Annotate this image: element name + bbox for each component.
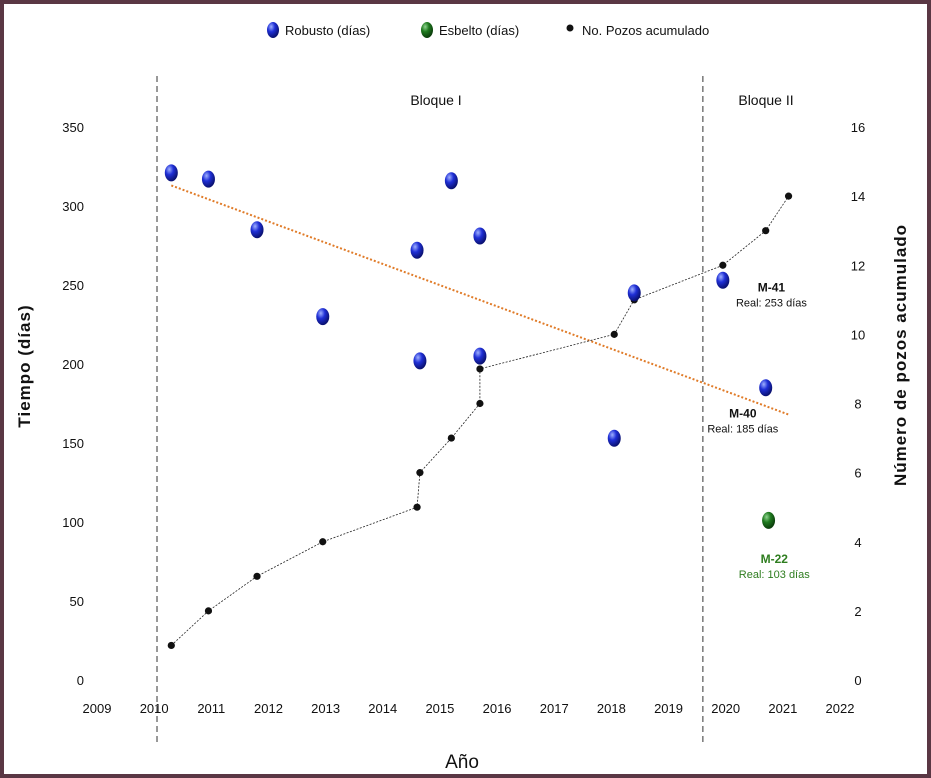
annotation-sub: Real: 185 días (707, 424, 778, 436)
y-right-tick-label: 2 (854, 604, 861, 619)
block-dividers: Bloque I Bloque II (156, 76, 794, 744)
pozos-point (784, 192, 793, 200)
y-right-tick-label: 6 (854, 466, 861, 481)
y-right-tick-label: 14 (851, 189, 865, 204)
robusto-series (164, 164, 773, 447)
robusto-point (250, 221, 264, 239)
legend-marker (421, 22, 433, 38)
annotation-title: M-40 (729, 407, 757, 421)
annotation-sub: Real: 253 días (736, 297, 807, 309)
y-right-tick-label: 8 (854, 397, 861, 412)
y-right-tick-label: 10 (851, 327, 865, 342)
x-tick-label: 2013 (311, 701, 340, 716)
robusto-point (444, 172, 458, 190)
x-tick-label: 2022 (826, 701, 855, 716)
legend-marker (566, 24, 574, 32)
trendline (170, 184, 789, 416)
robusto-point (410, 241, 424, 259)
x-tick-label: 2014 (368, 701, 397, 716)
pozos-point (204, 607, 213, 615)
annotations-group: M-41 Real: 253 días M-40 Real: 185 días M-22… (707, 280, 810, 581)
robusto-point (607, 429, 621, 447)
robusto-point (759, 379, 773, 397)
esbelto-series (762, 511, 776, 529)
x-tick-label: 2016 (483, 701, 512, 716)
pozos-point (319, 538, 327, 546)
robusto-point (201, 170, 215, 188)
pozos-point (476, 399, 484, 408)
y-left-tick-label: 0 (77, 673, 84, 688)
x-tick-label: 2017 (540, 701, 569, 716)
x-tick-label: 2018 (597, 701, 626, 716)
chart-svg: Bloque I Bloque II 2009 2010 2011 2012 2013 20… (15, 22, 910, 773)
x-tick-label: 2012 (254, 701, 283, 716)
y-left-tick-label: 350 (62, 120, 84, 135)
y-left-tick-label: 250 (62, 278, 84, 293)
block-label: Bloque II (738, 92, 793, 108)
pozos-point (416, 469, 424, 477)
block-label: Bloque I (410, 92, 461, 108)
x-tick-label: 2009 (83, 701, 112, 716)
annotation-title: M-41 (758, 280, 786, 294)
legend-label: No. Pozos acumulado (582, 23, 709, 38)
pozos-point (610, 330, 618, 338)
robusto-point (627, 284, 641, 302)
pozos-point (719, 261, 727, 269)
esbelto-point (762, 511, 776, 529)
pozos-point (413, 503, 421, 511)
y-left-tick-label: 100 (62, 515, 84, 530)
pozos-point (253, 572, 261, 580)
y-left-tick-label: 150 (62, 436, 84, 451)
trendline-group (170, 184, 789, 416)
pozos-line (171, 195, 789, 646)
x-tick-label: 2019 (654, 701, 683, 716)
x-tick-label: 2021 (768, 701, 797, 716)
y-left-tick-label: 300 (62, 199, 84, 214)
x-axis-title: Año (445, 752, 479, 773)
x-tick-label: 2011 (197, 701, 225, 716)
y-left-tick-label: 200 (62, 357, 84, 372)
legend-label: Robusto (días) (285, 23, 370, 38)
y-right-axis-title: Número de pozos acumulado (891, 224, 910, 486)
x-tick-label: 2015 (425, 701, 454, 716)
annotation-sub: Real: 103 días (739, 569, 810, 581)
robusto-point (473, 347, 487, 365)
pozos-point (762, 227, 770, 235)
pozos-point (476, 365, 484, 373)
y-right-tick-label: 12 (851, 258, 865, 273)
legend: Robusto (días) Esbelto (días) No. Pozos ac… (267, 22, 709, 38)
x-tick-label: 2020 (711, 701, 740, 716)
robusto-point (413, 352, 427, 370)
axes-group: 2009 2010 2011 2012 2013 2014 2015 2016 2017 2018… (15, 120, 910, 773)
robusto-point (716, 271, 730, 289)
robusto-point (473, 227, 487, 245)
annotation-title: M-22 (761, 552, 789, 566)
legend-label: Esbelto (días) (439, 23, 519, 38)
legend-marker (267, 22, 279, 38)
y-right-tick-label: 4 (854, 535, 861, 550)
robusto-point (316, 308, 330, 326)
pozos-point (447, 434, 455, 442)
x-tick-label: 2010 (140, 701, 169, 716)
pozos-point (167, 641, 175, 650)
robusto-point (164, 164, 178, 182)
y-right-tick-label: 16 (851, 120, 865, 135)
y-left-axis-title: Tiempo (días) (15, 304, 34, 427)
y-left-tick-label: 50 (70, 594, 84, 609)
y-right-tick-label: 0 (854, 673, 861, 688)
pozos-series (167, 192, 793, 650)
